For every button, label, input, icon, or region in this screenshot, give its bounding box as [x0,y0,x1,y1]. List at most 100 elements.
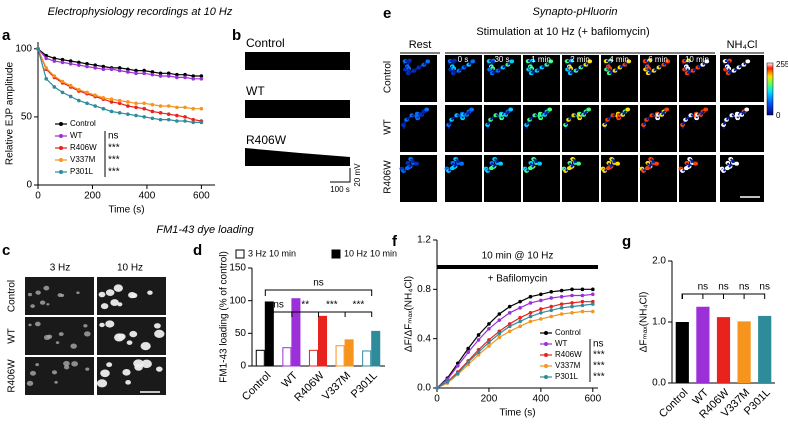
data-point [559,294,564,299]
data-point [580,287,585,292]
data-point [507,310,512,315]
annotation: ** [301,300,309,311]
data-point [93,63,97,67]
y-tick-label: 150 [229,263,246,274]
data-point [77,63,81,67]
data-point [158,74,163,78]
data-point [142,101,146,106]
data-point [93,104,97,108]
data-point [142,71,146,76]
data-point [183,72,187,77]
x-tick-label: 600 [193,191,210,202]
data-point [36,47,40,51]
data-point [455,371,460,376]
data-point [134,105,138,110]
pHluorin-images: Control WT R406W 0 s 30 s 1 min 2 min 4 min 6 mi… [383,55,764,202]
y-tick-label: 1.0 [652,317,666,328]
legend-label: Control [555,328,581,337]
data-point [549,296,554,300]
bouton [100,369,110,378]
data-point [175,72,179,77]
panel-letter: d [193,242,202,259]
data-point [109,109,114,114]
bouton [63,365,70,370]
bar [255,349,265,367]
scale-bar [330,168,351,183]
bouton [70,343,77,349]
data-point [466,346,470,351]
y-tick-label: 0.0 [417,383,431,394]
annotation: ns [313,278,324,289]
data-point [539,298,543,303]
scale-label: 100 s [330,185,350,194]
data-point [518,319,522,324]
data-point [518,299,522,304]
bar [696,306,710,383]
legend-marker [544,353,548,357]
trace-label: R406W [246,133,287,147]
data-point [466,350,470,355]
y-tick-label: 0.8 [417,284,431,295]
data-point [150,102,155,107]
significance: *** [593,350,605,361]
y-tick-label: 0.0 [652,378,666,389]
subtitle: Stimulation at 10 Hz (+ bafilomycin) [476,26,649,38]
data-point [507,322,512,326]
data-point [183,75,187,80]
bouton [425,59,431,64]
data-point [191,117,196,122]
bar [291,298,301,367]
data-point [435,386,439,390]
bouton [63,360,70,367]
bouton [100,303,109,310]
x-tick-label: 0 [434,394,440,405]
y-tick-label: 2.0 [652,256,666,267]
bouton [85,367,90,371]
data-point [126,100,130,104]
data-point [559,312,564,316]
bouton [424,107,430,112]
legend-marker [544,331,548,335]
y-tick-label: 50 [21,112,33,123]
data-point [77,98,81,103]
data-point [199,120,204,125]
bouton [508,107,514,112]
data-point [476,333,481,337]
bar [282,347,292,367]
data-point [175,113,179,118]
y-axis-label: ΔFₘₐₓ(NH₄Cl) [639,292,650,353]
data-point [507,329,512,334]
data-point [109,100,114,104]
bouton [548,59,554,64]
column-label: 3 Hz [50,263,71,274]
data-point [44,56,48,61]
data-point [158,117,163,122]
annotation: *** [326,300,338,311]
data-point [60,57,65,62]
bar [318,315,328,367]
bouton [54,380,58,384]
series-line [436,303,593,389]
bouton [55,341,60,345]
panel-letter: c [2,242,10,259]
y-tick-label: 0 [26,180,32,191]
data-point [85,90,89,95]
image [523,155,560,202]
image [484,155,521,202]
y-tick-label: 100 [229,295,246,306]
bouton [704,59,710,64]
data-point [52,56,57,61]
time-label: 0 s [458,55,469,64]
annotation: ns [739,282,750,293]
panel-letter: b [232,27,241,44]
data-point [93,93,97,97]
bouton [117,302,123,307]
data-point [150,116,155,121]
x-tick-label: 600 [584,394,601,405]
bouton [122,369,131,376]
data-point [549,304,554,309]
data-point [507,304,512,309]
data-point [117,98,122,103]
data-point [134,113,138,118]
annotation: + Bafilomycin [488,274,548,285]
